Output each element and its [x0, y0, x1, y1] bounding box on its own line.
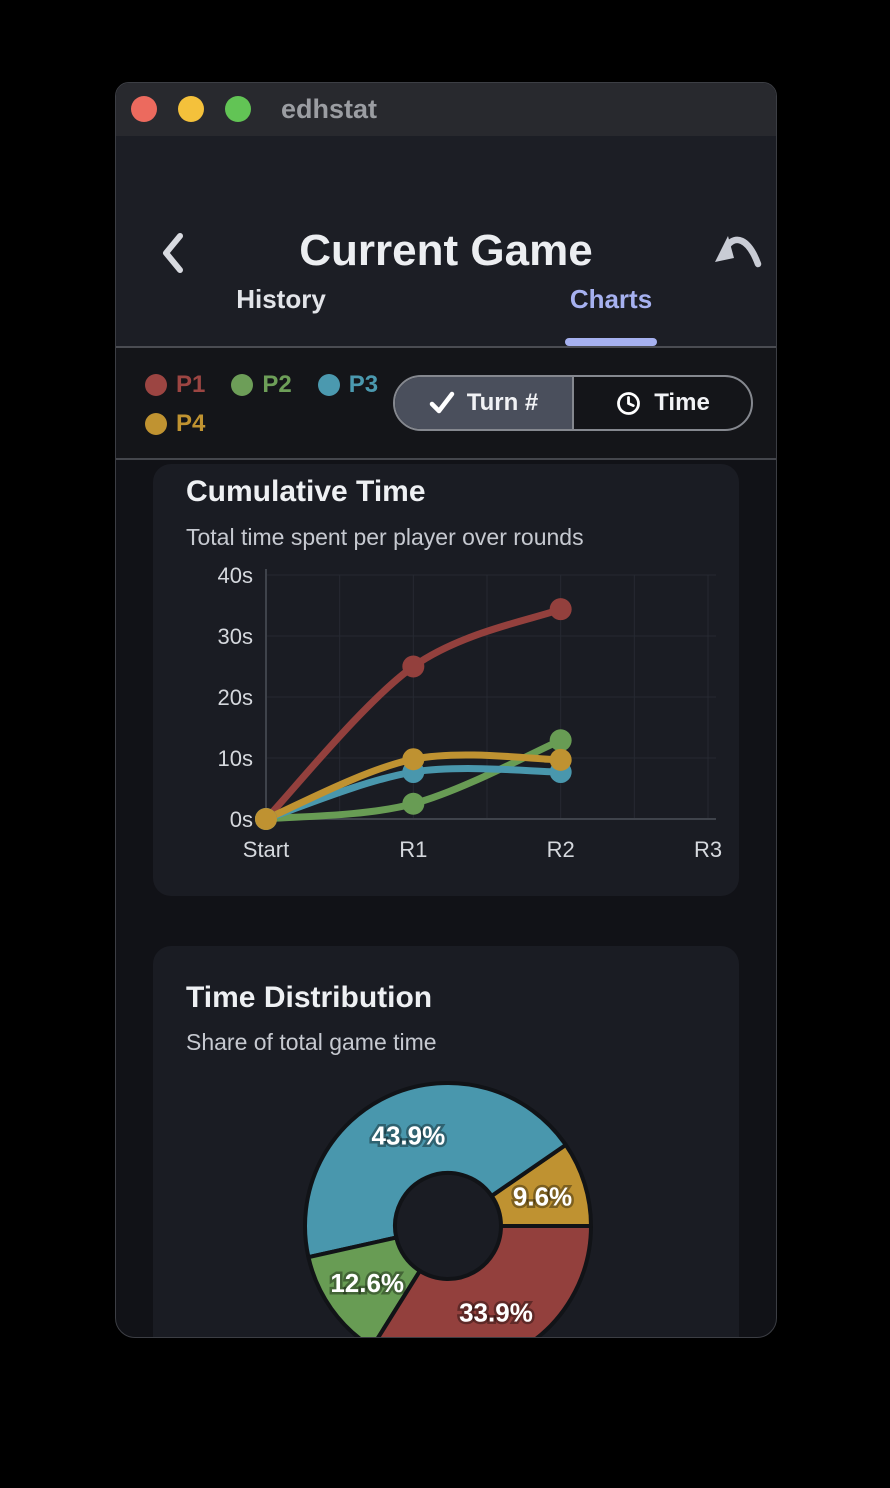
svg-text:R1: R1 — [399, 837, 427, 862]
close-button[interactable] — [131, 96, 157, 122]
legend-label: P1 — [176, 371, 206, 398]
svg-text:40s: 40s — [218, 563, 253, 588]
page-header: Current Game History Charts — [116, 136, 776, 348]
svg-text:R3: R3 — [694, 837, 722, 862]
active-tab-indicator — [565, 338, 657, 346]
toggle-option-time[interactable]: Time — [574, 377, 751, 429]
chart-subtitle: Share of total game time — [186, 1029, 437, 1055]
page-title: Current Game — [299, 226, 593, 275]
toggle-label: Turn # — [466, 389, 539, 416]
svg-text:43.9%: 43.9% — [372, 1120, 446, 1150]
legend-item-p1[interactable]: P1 — [145, 371, 206, 398]
player-legend: P1 P2 P3 P4 — [145, 371, 409, 437]
title-bar: edhstat — [116, 83, 776, 136]
minimize-button[interactable] — [178, 96, 204, 122]
tab-bar: History Charts — [116, 284, 776, 314]
legend-item-p3[interactable]: P3 — [317, 371, 379, 398]
window-title: edhstat — [281, 94, 378, 124]
svg-text:30s: 30s — [218, 624, 253, 649]
svg-text:10s: 10s — [218, 746, 253, 771]
x-axis-mode-toggle: Turn # Time — [393, 375, 753, 431]
svg-text:R2: R2 — [547, 837, 575, 862]
legend-label: P4 — [176, 410, 206, 437]
chart-title: Cumulative Time — [186, 475, 426, 508]
svg-text:Start: Start — [243, 837, 289, 862]
cumulative-time-line-chart: 0s 10s 20s 30s 40s Start R1 R2 R3 — [218, 563, 723, 862]
toggle-label: Time — [654, 389, 710, 416]
time-distribution-donut-chart: 9.6% 43.9% 12.6% 33.9% — [303, 1081, 594, 1337]
chart-toolbar: P1 P2 P3 P4 Turn # — [116, 348, 776, 460]
p1-color-dot — [145, 374, 167, 396]
charts-scroll-area[interactable]: Cumulative Time Total time spent per pla… — [116, 464, 776, 1337]
toggle-option-turn[interactable]: Turn # — [395, 377, 574, 429]
chevron-left-icon — [163, 233, 183, 273]
svg-text:33.9%: 33.9% — [459, 1298, 533, 1328]
traffic-lights — [131, 96, 251, 122]
legend-item-p2[interactable]: P2 — [231, 371, 292, 398]
p3-color-dot — [317, 374, 340, 396]
chart-subtitle: Total time spent per player over rounds — [186, 524, 584, 550]
chart-title: Time Distribution — [186, 981, 433, 1014]
svg-text:9.6%: 9.6% — [513, 1182, 572, 1212]
legend-item-p4[interactable]: P4 — [145, 410, 206, 437]
undo-button[interactable] — [710, 232, 766, 272]
undo-arrow-icon — [715, 236, 762, 268]
svg-text:0s: 0s — [230, 807, 253, 832]
time-distribution-card: Time Distribution Share of total game ti… — [153, 946, 739, 1337]
legend-label: P2 — [262, 371, 292, 398]
tab-history[interactable]: History — [236, 284, 326, 314]
clock-icon — [617, 391, 641, 415]
tab-charts[interactable]: Charts — [569, 284, 653, 314]
zoom-button[interactable] — [225, 96, 251, 122]
app-window: edhstat Current Game History Charts P1 — [115, 82, 777, 1338]
check-icon — [429, 391, 454, 414]
p4-color-dot — [145, 413, 167, 435]
cumulative-time-card: Cumulative Time Total time spent per pla… — [153, 464, 739, 896]
legend-label: P3 — [348, 371, 379, 398]
svg-text:20s: 20s — [218, 685, 253, 710]
svg-text:12.6%: 12.6% — [330, 1268, 404, 1298]
p2-color-dot — [231, 374, 254, 396]
back-button[interactable] — [156, 230, 190, 276]
